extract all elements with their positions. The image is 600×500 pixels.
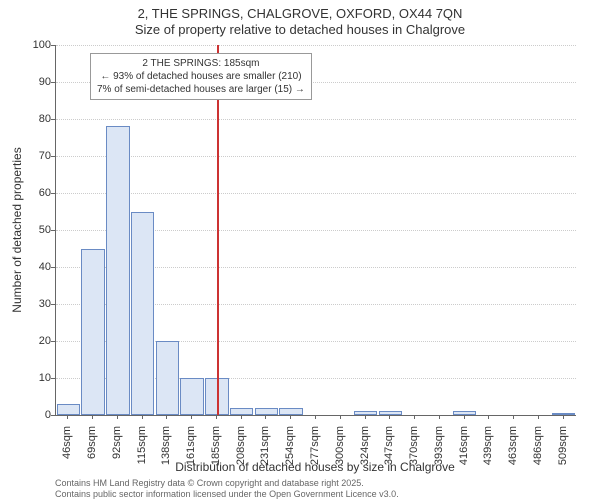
y-tick-label: 80 <box>21 113 51 125</box>
x-tick-label: 416sqm <box>458 426 470 476</box>
x-tick-mark <box>67 415 68 419</box>
highlight-marker-line <box>217 45 219 415</box>
y-tick-label: 20 <box>21 335 51 347</box>
x-tick-mark <box>513 415 514 419</box>
x-tick-label: 46sqm <box>61 426 73 476</box>
annotation-line: 7% of semi-detached houses are larger (1… <box>97 83 305 96</box>
x-tick-mark <box>340 415 341 419</box>
histogram-bar <box>81 249 105 416</box>
x-tick-label: 208sqm <box>235 426 247 476</box>
x-tick-label: 115sqm <box>136 426 148 476</box>
y-tick-label: 60 <box>21 187 51 199</box>
y-tick-mark <box>51 193 55 194</box>
x-tick-mark <box>563 415 564 419</box>
x-tick-label: 185sqm <box>210 426 222 476</box>
footer-line-2: Contains public sector information licen… <box>55 489 399 500</box>
x-tick-mark <box>290 415 291 419</box>
x-tick-label: 486sqm <box>532 426 544 476</box>
footer-attribution: Contains HM Land Registry data © Crown c… <box>55 478 399 500</box>
x-tick-label: 509sqm <box>557 426 569 476</box>
chart-title-main: 2, THE SPRINGS, CHALGROVE, OXFORD, OX44 … <box>0 6 600 21</box>
x-tick-mark <box>414 415 415 419</box>
x-tick-mark <box>538 415 539 419</box>
y-tick-mark <box>51 119 55 120</box>
gridline <box>56 193 576 194</box>
y-tick-mark <box>51 378 55 379</box>
gridline <box>56 45 576 46</box>
x-tick-mark <box>241 415 242 419</box>
x-tick-mark <box>191 415 192 419</box>
x-tick-label: 231sqm <box>259 426 271 476</box>
x-tick-label: 439sqm <box>482 426 494 476</box>
x-tick-mark <box>117 415 118 419</box>
y-tick-mark <box>51 45 55 46</box>
histogram-bar <box>180 378 204 415</box>
x-tick-label: 463sqm <box>507 426 519 476</box>
histogram-bar <box>279 408 303 415</box>
x-tick-label: 138sqm <box>160 426 172 476</box>
annotation-box: 2 THE SPRINGS: 185sqm← 93% of detached h… <box>90 53 312 100</box>
histogram-bar <box>255 408 279 415</box>
gridline <box>56 156 576 157</box>
y-tick-label: 0 <box>21 409 51 421</box>
x-tick-label: 393sqm <box>433 426 445 476</box>
y-tick-label: 70 <box>21 150 51 162</box>
x-tick-mark <box>488 415 489 419</box>
y-tick-mark <box>51 230 55 231</box>
x-tick-label: 254sqm <box>284 426 296 476</box>
y-tick-label: 100 <box>21 39 51 51</box>
x-tick-mark <box>439 415 440 419</box>
x-tick-label: 324sqm <box>359 426 371 476</box>
y-tick-mark <box>51 156 55 157</box>
y-tick-mark <box>51 341 55 342</box>
y-tick-mark <box>51 267 55 268</box>
y-tick-label: 10 <box>21 372 51 384</box>
x-tick-label: 92sqm <box>111 426 123 476</box>
chart-container: 2, THE SPRINGS, CHALGROVE, OXFORD, OX44 … <box>0 0 600 500</box>
y-tick-label: 30 <box>21 298 51 310</box>
histogram-bar <box>57 404 81 415</box>
y-tick-label: 40 <box>21 261 51 273</box>
y-tick-label: 50 <box>21 224 51 236</box>
y-tick-mark <box>51 415 55 416</box>
gridline <box>56 119 576 120</box>
x-tick-mark <box>92 415 93 419</box>
x-tick-mark <box>166 415 167 419</box>
x-tick-mark <box>365 415 366 419</box>
x-tick-mark <box>216 415 217 419</box>
chart-title-sub: Size of property relative to detached ho… <box>0 22 600 37</box>
histogram-bar <box>106 126 130 415</box>
x-tick-mark <box>389 415 390 419</box>
y-tick-mark <box>51 82 55 83</box>
x-tick-label: 69sqm <box>86 426 98 476</box>
annotation-line: 2 THE SPRINGS: 185sqm <box>97 57 305 70</box>
histogram-bar <box>230 408 254 415</box>
x-tick-mark <box>315 415 316 419</box>
x-tick-mark <box>265 415 266 419</box>
y-tick-mark <box>51 304 55 305</box>
plot-area <box>55 45 576 416</box>
x-tick-label: 347sqm <box>383 426 395 476</box>
x-tick-mark <box>142 415 143 419</box>
x-tick-mark <box>464 415 465 419</box>
footer-line-1: Contains HM Land Registry data © Crown c… <box>55 478 399 489</box>
x-tick-label: 161sqm <box>185 426 197 476</box>
x-tick-label: 370sqm <box>408 426 420 476</box>
y-tick-label: 90 <box>21 76 51 88</box>
histogram-bar <box>156 341 180 415</box>
x-tick-label: 300sqm <box>334 426 346 476</box>
histogram-bar <box>131 212 155 416</box>
x-tick-label: 277sqm <box>309 426 321 476</box>
annotation-line: ← 93% of detached houses are smaller (21… <box>97 70 305 83</box>
